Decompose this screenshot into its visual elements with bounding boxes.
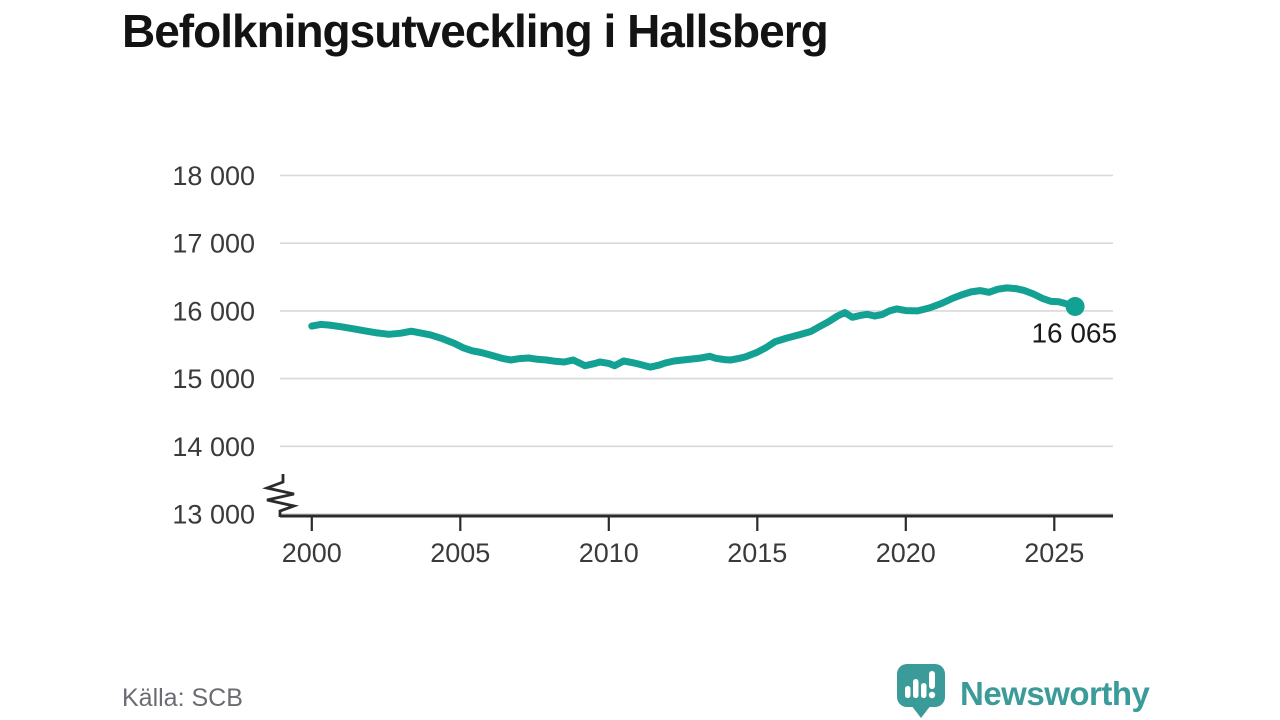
x-tick-label-2020: 2020: [876, 538, 936, 568]
y-tick-label-13000: 13 000: [172, 500, 255, 530]
chart-title: Befolkningsutveckling i Hallsberg: [122, 5, 829, 57]
line-chart: 13 000 14 000 15 000 16 000 17 000 18 000 2000…: [172, 161, 1117, 568]
y-tick-label-14000: 14 000: [172, 432, 255, 462]
y-tick-label-17000: 17 000: [172, 229, 255, 259]
x-tick-label-2015: 2015: [727, 538, 787, 568]
source-label: Källa: SCB: [122, 684, 243, 712]
x-tick-label-2005: 2005: [430, 538, 490, 568]
y-tick-label-15000: 15 000: [172, 364, 255, 394]
end-point-dot: [1065, 296, 1085, 316]
x-tick-label-2010: 2010: [579, 538, 639, 568]
x-tick-label-2025: 2025: [1024, 538, 1084, 568]
population-line: [308, 284, 1079, 371]
x-tick-label-2000: 2000: [282, 538, 342, 568]
end-value-label: 16 065: [1031, 317, 1117, 348]
newsworthy-wordmark: Newsworthy: [960, 674, 1150, 712]
y-tick-label-16000: 16 000: [172, 296, 255, 326]
y-axis-break-icon: [262, 474, 300, 517]
y-tick-label-18000: 18 000: [172, 161, 255, 191]
newsworthy-speech-bubble-barchart-icon: [896, 663, 948, 720]
newsworthy-logo: Newsworthy: [896, 663, 1150, 720]
